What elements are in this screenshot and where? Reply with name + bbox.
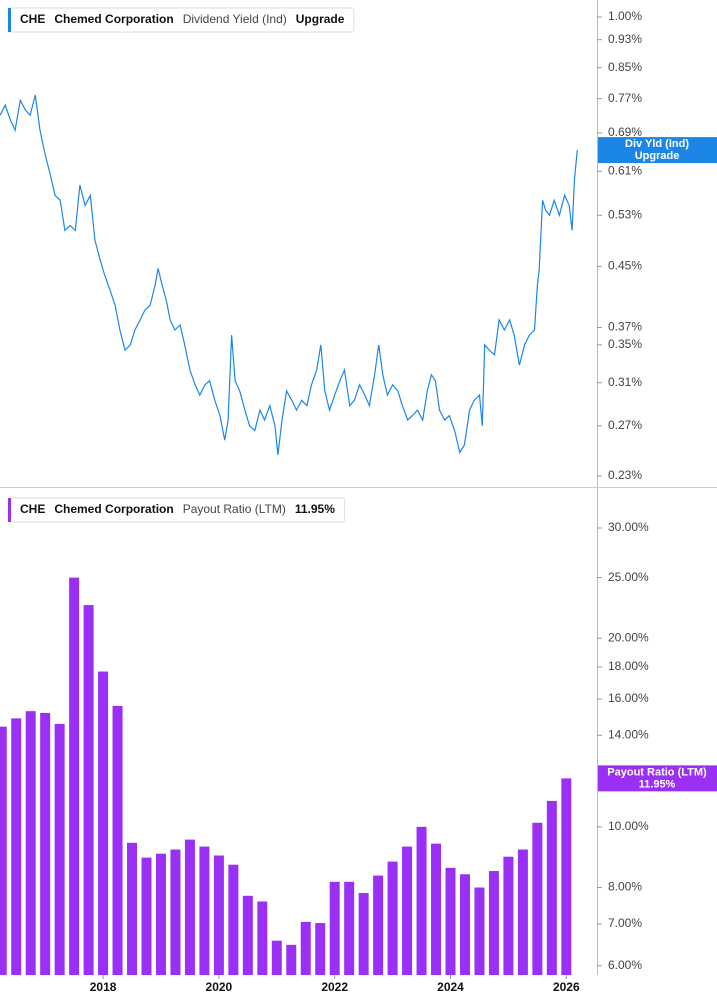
y-tick-label: 0.93% (608, 32, 642, 46)
y-tick-label: 0.77% (608, 91, 642, 105)
legend-text: Upgrade (296, 12, 345, 26)
y-tick-label: 6.00% (608, 958, 642, 972)
y-tick-label: 0.23% (608, 468, 642, 482)
bar (0, 726, 7, 975)
bar (300, 921, 311, 975)
last-value-label: 11.95% (639, 778, 676, 790)
bar (344, 881, 355, 975)
bar (402, 846, 413, 975)
bar (271, 940, 282, 975)
legend-text: Chemed Corporation (54, 12, 173, 26)
bar (184, 839, 195, 975)
bar (387, 861, 398, 975)
data-line (0, 94, 578, 455)
legend-text: CHE (20, 12, 45, 26)
bar (83, 605, 94, 975)
bar (474, 887, 485, 975)
bar (503, 856, 514, 975)
legend-text: Dividend Yield (Ind) (183, 12, 287, 26)
bar (561, 778, 572, 975)
y-tick-label: 0.61% (608, 164, 642, 178)
bar (40, 712, 51, 975)
y-tick-label: 0.69% (608, 125, 642, 139)
y-tick-label: 14.00% (608, 727, 649, 741)
bar (517, 849, 528, 975)
legend-text: Chemed Corporation (54, 502, 173, 516)
bar (127, 842, 138, 975)
bar (431, 843, 442, 975)
last-value-label: Upgrade (635, 150, 680, 162)
last-value-name: Div Yld (Ind) (625, 138, 689, 150)
y-tick-label: 16.00% (608, 691, 649, 705)
last-value-name: Payout Ratio (LTM) (607, 766, 707, 778)
bar (228, 864, 239, 975)
x-tick-label: 2024 (437, 980, 464, 994)
bar (199, 846, 210, 975)
bar (257, 901, 268, 975)
y-tick-label: 20.00% (608, 630, 649, 644)
y-tick-label: 10.00% (608, 819, 649, 833)
legend-swatch (8, 8, 11, 32)
bar (488, 871, 499, 975)
bar (286, 944, 297, 975)
bar (445, 867, 456, 975)
bar (155, 853, 166, 975)
last-value-tag (598, 765, 717, 792)
x-tick-label: 2026 (553, 980, 580, 994)
y-tick-label: 0.37% (608, 320, 642, 334)
legend-swatch (8, 498, 11, 522)
bar (98, 671, 109, 975)
bar (11, 718, 22, 975)
bar (69, 577, 80, 975)
bar (170, 849, 181, 975)
bar (329, 881, 340, 975)
y-tick-label: 1.00% (608, 9, 642, 23)
x-tick-label: 2018 (90, 980, 117, 994)
y-tick-label: 7.00% (608, 916, 642, 930)
y-tick-label: 18.00% (608, 659, 649, 673)
bar (373, 875, 384, 975)
y-tick-label: 0.53% (608, 207, 642, 221)
bar (54, 723, 65, 975)
legend-text: Payout Ratio (LTM) (183, 502, 286, 516)
bar (315, 923, 326, 975)
last-value-tag (598, 137, 717, 164)
bar (112, 705, 123, 975)
bar (25, 711, 36, 975)
y-tick-label: 8.00% (608, 880, 642, 894)
y-tick-label: 25.00% (608, 570, 649, 584)
x-tick-label: 2020 (206, 980, 233, 994)
y-tick-label: 30.00% (608, 520, 649, 534)
bar (141, 857, 152, 975)
y-tick-label: 0.35% (608, 337, 642, 351)
y-tick-label: 0.45% (608, 259, 642, 273)
bar (213, 855, 224, 975)
y-tick-label: 0.85% (608, 60, 642, 74)
legend-text: CHE (20, 502, 45, 516)
y-tick-label: 0.31% (608, 375, 642, 389)
bar (459, 874, 470, 975)
x-tick-label: 2022 (321, 980, 348, 994)
bar (532, 822, 543, 975)
bar (358, 893, 369, 975)
bar (242, 895, 253, 975)
bar (416, 826, 427, 975)
y-tick-label: 0.27% (608, 418, 642, 432)
legend-text: 11.95% (295, 502, 335, 516)
bar (546, 800, 557, 975)
